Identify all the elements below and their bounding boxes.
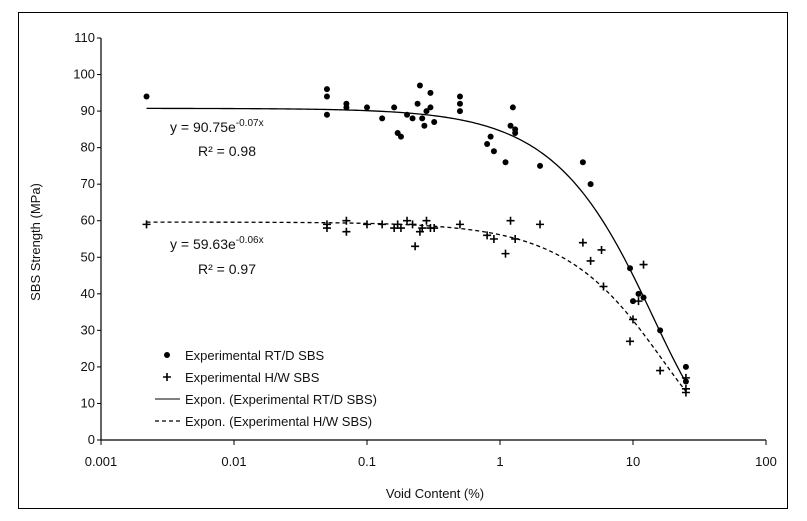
point-hw xyxy=(640,261,648,269)
point-hw xyxy=(422,217,430,225)
point-rtd xyxy=(457,101,463,107)
point-rtd xyxy=(379,115,385,121)
point-hw xyxy=(378,220,386,228)
point-hw xyxy=(409,220,417,228)
point-hw xyxy=(456,220,464,228)
point-rtd xyxy=(580,159,586,165)
y-tick-label: 0 xyxy=(88,432,95,447)
y-tick-label: 20 xyxy=(81,359,95,374)
legend: Experimental RT/D SBS Experimental H/W S… xyxy=(155,348,377,429)
r2-hw: R² = 0.97 xyxy=(198,261,256,277)
legend-marker-hw xyxy=(163,373,171,381)
point-rtd xyxy=(410,115,416,121)
point-hw xyxy=(342,228,350,236)
y-axis-title: SBS Strength (MPa) xyxy=(28,183,43,301)
point-rtd xyxy=(588,181,594,187)
legend-label-rtd-fit: Expon. (Experimental RT/D SBS) xyxy=(185,392,377,407)
point-rtd xyxy=(636,291,642,297)
point-rtd xyxy=(657,327,663,333)
point-hw xyxy=(626,337,634,345)
point-hw xyxy=(430,224,438,232)
y-tick-label: 110 xyxy=(74,30,95,45)
y-tick-label: 50 xyxy=(81,249,95,264)
point-rtd xyxy=(537,163,543,169)
x-tick-label: 0.001 xyxy=(85,454,118,469)
legend-label-hw-fit: Expon. (Experimental H/W SBS) xyxy=(185,414,372,429)
point-rtd xyxy=(503,159,509,165)
point-rtd xyxy=(641,294,647,300)
point-hw xyxy=(579,239,587,247)
point-hw xyxy=(507,217,515,225)
point-hw xyxy=(599,283,607,291)
point-hw xyxy=(363,220,371,228)
point-rtd xyxy=(324,112,330,118)
annotation-hw: y = 59.63e-0.06x R² = 0.97 xyxy=(170,235,264,277)
annotation-rtd: y = 90.75e-0.07x R² = 0.98 xyxy=(170,118,264,159)
r2-rtd: R² = 0.98 xyxy=(198,143,256,159)
point-hw xyxy=(403,217,411,225)
y-tick-label: 90 xyxy=(81,103,95,118)
point-rtd xyxy=(324,93,330,99)
x-axis-title: Void Content (%) xyxy=(386,486,484,501)
y-tick-label: 10 xyxy=(81,395,95,410)
point-rtd xyxy=(404,112,410,118)
point-hw xyxy=(323,220,331,228)
point-rtd xyxy=(398,134,404,140)
point-hw xyxy=(682,385,690,393)
y-tick-label: 80 xyxy=(81,140,95,155)
equation-hw: y = 59.63e-0.06x xyxy=(170,235,264,252)
point-rtd xyxy=(343,104,349,110)
point-rtd xyxy=(417,83,423,89)
point-rtd xyxy=(364,104,370,110)
point-hw xyxy=(587,257,595,265)
point-rtd xyxy=(683,364,689,370)
point-rtd xyxy=(427,90,433,96)
x-tick-label: 0.01 xyxy=(221,454,246,469)
point-rtd xyxy=(415,101,421,107)
point-rtd xyxy=(324,86,330,92)
point-rtd xyxy=(488,134,494,140)
point-hw xyxy=(598,246,606,254)
x-tick-label: 10 xyxy=(626,454,640,469)
point-hw xyxy=(536,220,544,228)
point-rtd xyxy=(144,93,150,99)
y-tick-label: 60 xyxy=(81,213,95,228)
point-hw xyxy=(511,235,519,243)
x-tick-label: 1 xyxy=(496,454,503,469)
y-tick-label: 70 xyxy=(81,176,95,191)
point-hw xyxy=(411,242,419,250)
point-rtd xyxy=(391,104,397,110)
equation-rtd: y = 90.75e-0.07x xyxy=(170,118,264,135)
point-hw xyxy=(502,250,510,258)
point-rtd xyxy=(421,123,427,129)
point-rtd xyxy=(457,108,463,114)
y-tick-label: 40 xyxy=(81,286,95,301)
x-tick-label: 0.1 xyxy=(358,454,376,469)
point-hw xyxy=(490,235,498,243)
y-tick-label: 100 xyxy=(73,67,95,82)
legend-label-rtd: Experimental RT/D SBS xyxy=(185,348,325,363)
point-rtd xyxy=(627,265,633,271)
y-tick-label: 30 xyxy=(81,322,95,337)
point-rtd xyxy=(510,104,516,110)
point-rtd xyxy=(419,115,425,121)
point-hw xyxy=(656,367,664,375)
point-rtd xyxy=(431,119,437,125)
point-rtd xyxy=(512,130,518,136)
point-rtd xyxy=(427,104,433,110)
point-rtd xyxy=(491,148,497,154)
point-rtd xyxy=(484,141,490,147)
legend-marker-rtd xyxy=(164,352,170,358)
legend-label-hw: Experimental H/W SBS xyxy=(185,370,320,385)
x-tick-label: 100 xyxy=(755,454,777,469)
point-rtd xyxy=(457,93,463,99)
